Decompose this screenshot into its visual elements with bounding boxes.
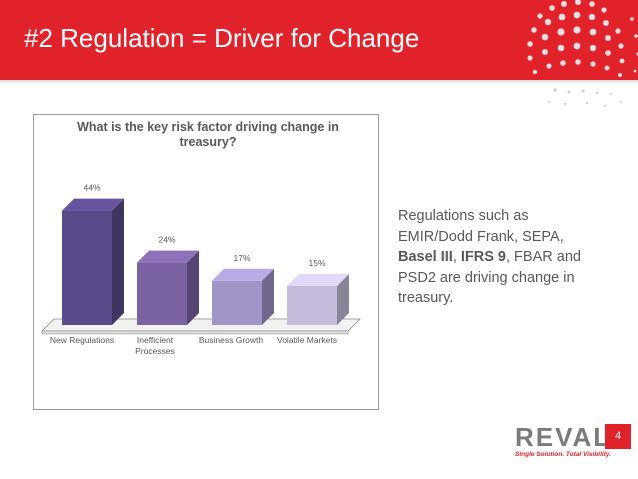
category-label-2-line-1: Inefficient [137,335,174,345]
callout-text: Regulations such as EMIR/Dodd Frank, SEP… [398,206,588,309]
page-number: 4 [605,424,631,449]
value-label-1: 44% [83,183,100,193]
bar-2 [137,262,187,325]
category-label-2-line-2: Processes [135,346,175,356]
bar-side-3 [262,268,274,325]
category-label-4: Volatile Markets [277,335,337,345]
bar-side-1 [112,198,124,325]
globe-fade-graphic [547,88,622,108]
category-label-1: New Regulations [50,335,114,345]
bar-top-3 [212,268,274,281]
bar-top-1 [62,198,124,211]
title-bar: #2 Regulation = Driver for Change [0,0,638,80]
bar-side-2 [187,250,199,325]
bar-top-4 [287,274,349,286]
value-label-2: 24% [158,235,175,245]
callout-part-2: , FBAR and PSD2 are driving change in tr… [398,249,581,306]
slide-title: #2 Regulation = Driver for Change [24,23,420,53]
chart-title-line-1: What is the key risk factor driving chan… [77,120,339,134]
globe-graphic [527,0,638,77]
chart-title-line-2: treasury? [180,135,237,149]
value-label-3: 17% [233,253,250,263]
title-bar-shadow [0,80,638,84]
chart-floor [41,318,361,335]
logo-tagline: Single Solution. Total Visibility. [515,451,612,458]
callout-bold-ifrs: IFRS 9 [460,249,506,265]
category-label-3: Business Growth [199,335,264,345]
bar-3 [212,280,262,325]
callout-separator: , [452,249,461,265]
bar-4 [287,286,337,325]
bar-1 [62,210,112,325]
logo-wordmark: REVAL [515,422,612,452]
callout-bold-basel: Basel III [398,249,453,265]
bar-side-4 [337,274,349,325]
floor-edge [41,330,349,335]
value-label-4: 15% [308,258,325,268]
company-logo: REVAL Single Solution. Total Visibility. [515,422,611,458]
callout-part-1: Regulations such as EMIR/Dodd Frank, SEP… [398,208,564,245]
bar-top-2 [137,250,199,263]
